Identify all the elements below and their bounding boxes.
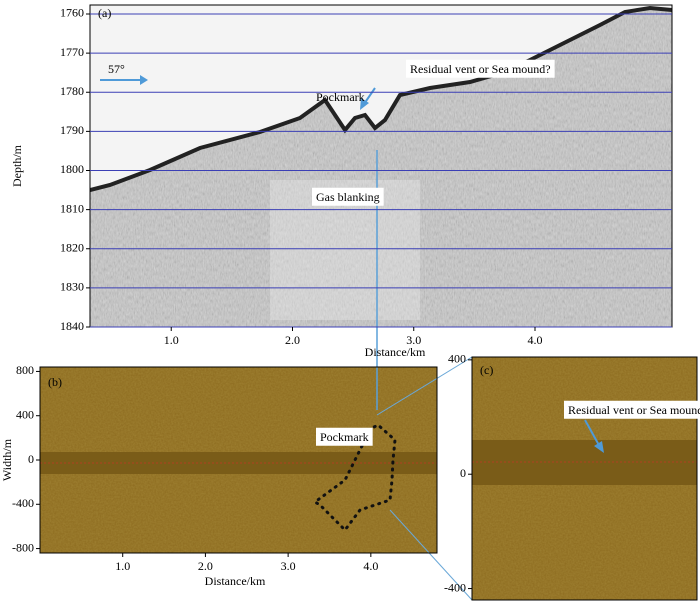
panel-label: (b) <box>48 375 62 389</box>
y-tick-label: 1800 <box>60 162 84 176</box>
annotation-arrow-head <box>594 441 604 453</box>
annotation-arrow-head <box>360 98 369 110</box>
annotation-box <box>564 400 700 419</box>
y-tick-label: -400 <box>12 496 34 510</box>
y-tick-label: 1840 <box>60 319 84 333</box>
seismic-image <box>90 5 672 327</box>
panel-frame <box>471 356 698 601</box>
x-tick-label: 4.0 <box>363 559 378 573</box>
x-tick-label: 4.0 <box>527 333 542 347</box>
annotation: Residual vent or Sea mound? <box>568 403 700 417</box>
nadir-band <box>40 452 437 474</box>
y-tick-label: 0 <box>28 452 34 466</box>
connector <box>389 509 473 601</box>
y-tick-label: 1790 <box>60 123 84 137</box>
annotation: Gas blanking <box>316 190 380 204</box>
direction-arrow-head <box>140 75 148 85</box>
x-tick-label: 1.0 <box>164 333 179 347</box>
x-tick-label: 2.0 <box>198 559 213 573</box>
annotation-box <box>316 427 373 446</box>
y-tick-label: 800 <box>16 363 34 377</box>
y-tick-label: 1810 <box>60 201 84 215</box>
x-tick-label: 1.0 <box>115 559 130 573</box>
y-axis-label: Width/m <box>0 438 14 481</box>
x-tick-label: 2.0 <box>285 333 300 347</box>
y-tick-label: 1820 <box>60 240 84 254</box>
y-tick-label: 1770 <box>60 45 84 59</box>
y-tick-label: 1760 <box>60 6 84 20</box>
x-tick-label: 3.0 <box>406 333 421 347</box>
panel-label: (c) <box>480 363 493 377</box>
annotation: Pockmark <box>316 90 365 104</box>
annotation-box <box>406 59 555 78</box>
y-tick-label: 0 <box>460 466 466 480</box>
annotation: Residual vent or Sea mound? <box>410 62 551 76</box>
pockmark-outline <box>312 423 397 533</box>
y-tick-label: 1780 <box>60 84 84 98</box>
y-tick-label: 400 <box>16 407 34 421</box>
x-axis-label: Distance/km <box>205 574 266 588</box>
y-axis-label: Depth/m <box>10 144 24 187</box>
y-tick-label: 1830 <box>60 280 84 294</box>
x-tick-label: 3.0 <box>281 559 296 573</box>
annotation-box <box>312 187 384 206</box>
connector <box>376 356 473 416</box>
y-tick-label: -400 <box>444 580 466 594</box>
annotation-arrow <box>584 419 601 448</box>
y-tick-label: -800 <box>12 540 34 554</box>
annotation: 57° <box>108 62 125 76</box>
x-axis-label: Distance/km <box>365 345 426 359</box>
panel-label: (a) <box>98 6 111 20</box>
annotation: Pockmark <box>320 430 369 444</box>
y-tick-label: 400 <box>448 352 466 366</box>
